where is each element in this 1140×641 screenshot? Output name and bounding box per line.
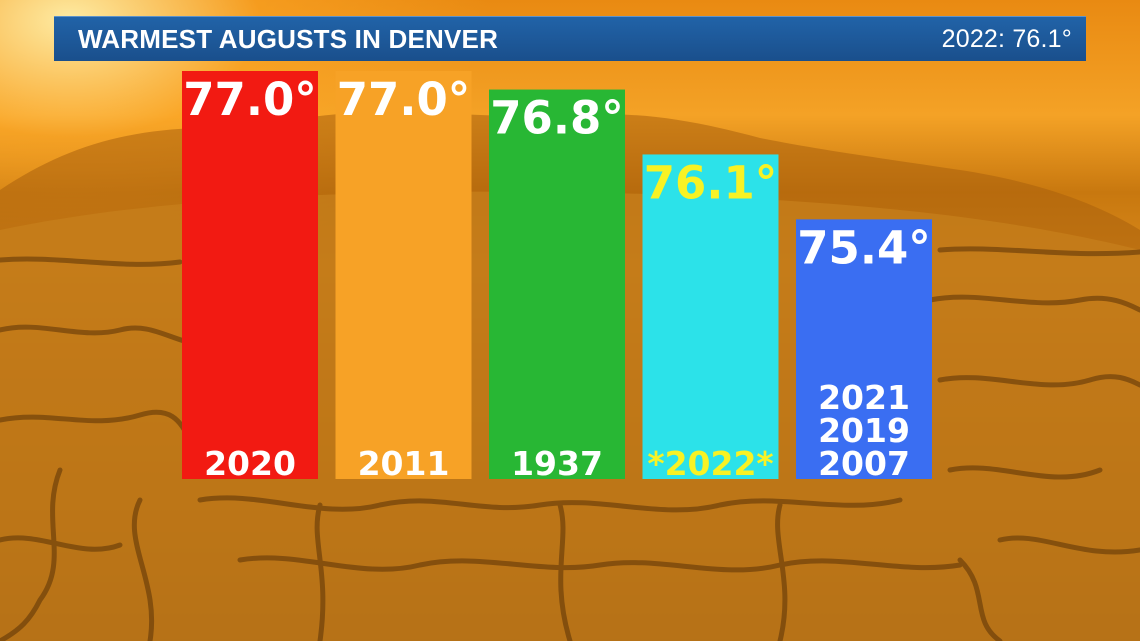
chart-title-banner: WARMEST AUGUSTS IN DENVER 2022: 76.1° [54,16,1086,61]
bar-value-label: 76.8° [490,92,624,145]
bar [642,154,779,480]
chart-title: WARMEST AUGUSTS IN DENVER [78,23,499,54]
bar-year-label: 2007 [818,444,910,483]
bar [335,71,472,479]
bar [489,89,625,479]
bar-value-label: 76.1° [644,156,778,209]
bar-year-label: 2011 [358,444,450,483]
bar-year-label: *2022* [647,444,773,483]
bar-value-label: 77.0° [337,73,471,126]
bar-group-1: 77.0° 2011 [335,71,472,483]
bar-year-label: 2019 [818,411,910,450]
bar-year-label: 2020 [204,444,296,483]
current-year-value: 2022: 76.1° [941,24,1072,53]
bar-value-label: 77.0° [183,73,317,126]
bar-group-0: 77.0° 2020 [182,71,318,483]
bar [182,71,318,479]
bar-group-3: 76.1° *2022* [642,154,779,483]
bar-group-2: 76.8° 1937 [489,89,625,483]
bar-year-label: 1937 [511,444,603,483]
bar [796,219,932,479]
bar-year-label: 2021 [818,378,910,417]
bar-value-label: 75.4° [797,221,931,274]
